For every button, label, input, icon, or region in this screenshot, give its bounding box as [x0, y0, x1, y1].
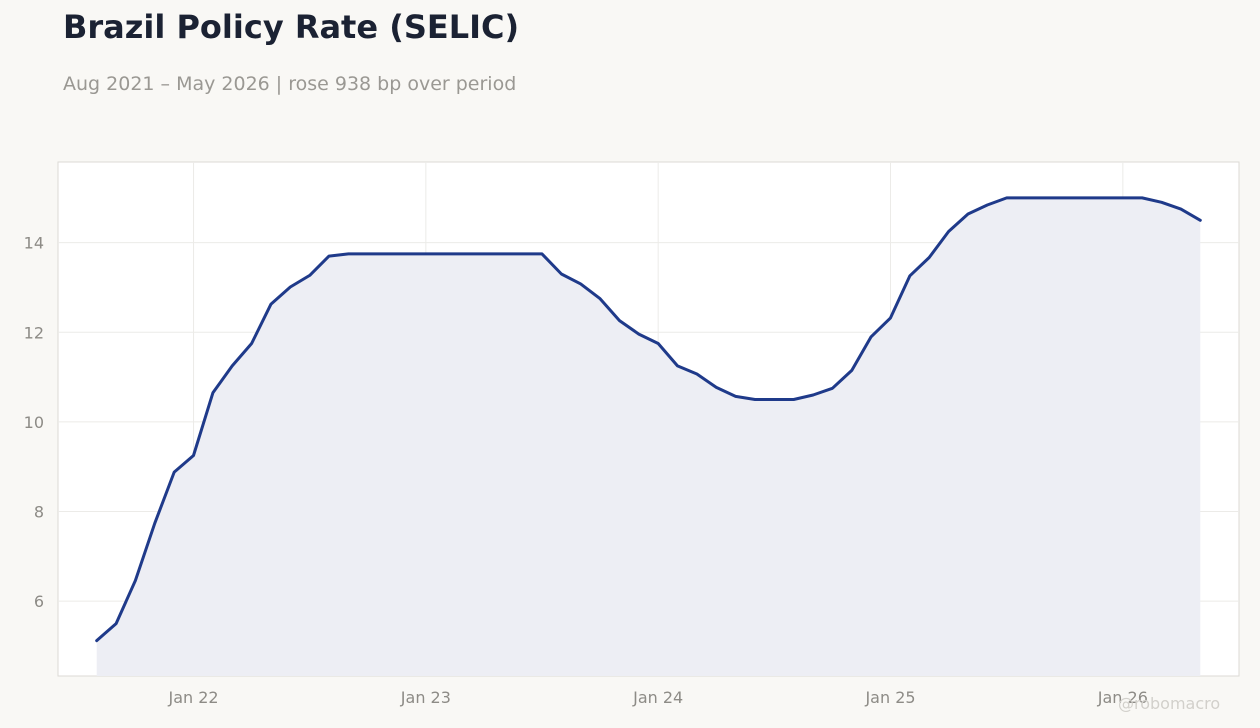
rate-area-fill: [96, 197, 1201, 676]
data-point: [676, 365, 679, 367]
y-axis-labels: 6 8 10 12 14: [24, 234, 44, 612]
data-point: [1064, 197, 1066, 199]
data-point: [1025, 197, 1027, 199]
data-point: [560, 273, 563, 275]
x-tick-label: Jan 22: [167, 688, 218, 707]
data-point: [134, 579, 136, 582]
x-tick-label: Jan 25: [864, 688, 915, 707]
data-point: [1161, 201, 1163, 203]
y-tick-label: 10: [24, 413, 44, 432]
data-point: [638, 333, 640, 335]
data-point: [1102, 197, 1105, 199]
data-point: [444, 253, 446, 255]
data-point: [483, 253, 485, 255]
data-point: [502, 253, 504, 255]
data-point: [754, 398, 756, 401]
data-point: [173, 471, 175, 473]
data-point: [328, 255, 330, 257]
data-point: [405, 253, 408, 255]
data-point: [580, 283, 582, 285]
data-point: [1122, 197, 1124, 199]
data-point: [367, 253, 369, 255]
x-tick-label: Jan 26: [1097, 688, 1148, 707]
data-point: [270, 303, 272, 305]
data-point: [948, 230, 950, 233]
data-point: [309, 274, 311, 276]
data-point: [1044, 197, 1046, 199]
data-point: [812, 394, 814, 396]
x-axis-labels: Jan 22 Jan 23 Jan 24 Jan 25 Jan 26: [167, 688, 1147, 707]
chart-title: Brazil Policy Rate (SELIC): [63, 8, 520, 46]
data-point: [831, 387, 834, 389]
y-tick-label: 8: [34, 503, 44, 522]
data-point: [793, 398, 795, 401]
data-point: [115, 623, 117, 625]
y-tick-label: 6: [34, 592, 44, 611]
data-point: [889, 317, 892, 319]
data-point: [1083, 197, 1085, 199]
data-point: [347, 253, 349, 255]
y-tick-label: 12: [24, 323, 44, 342]
data-point: [1199, 219, 1201, 221]
data-point: [96, 640, 98, 642]
y-tick-label: 14: [24, 234, 44, 253]
data-point: [425, 253, 427, 255]
data-point: [464, 253, 466, 255]
data-point: [522, 253, 524, 255]
data-point: [715, 386, 717, 388]
data-point: [192, 454, 195, 457]
data-point: [1006, 197, 1008, 199]
chart-subtitle: Aug 2021 – May 2026 | rose 938 bp over p…: [63, 73, 517, 95]
data-point: [986, 204, 988, 206]
data-point: [928, 256, 930, 259]
data-point: [773, 398, 775, 401]
data-point: [1180, 208, 1182, 210]
data-point: [696, 373, 698, 375]
x-tick-label: Jan 24: [632, 688, 683, 707]
data-point: [657, 342, 659, 345]
data-point: [154, 522, 156, 524]
rate-line: [95, 196, 1202, 643]
data-point: [212, 392, 214, 394]
watermark: @robomacro: [1118, 694, 1221, 713]
data-point: [386, 253, 388, 255]
data-point: [541, 253, 543, 255]
data-point: [735, 395, 737, 397]
data-point: [251, 342, 253, 345]
data-points: [96, 197, 1201, 642]
data-point: [618, 320, 621, 322]
data-point: [289, 286, 291, 288]
data-point: [851, 369, 853, 371]
data-point: [909, 275, 911, 277]
x-tick-label: Jan 23: [400, 688, 451, 707]
data-point: [599, 298, 601, 300]
data-point: [967, 213, 969, 215]
data-point: [1141, 197, 1143, 199]
data-point: [231, 365, 233, 367]
data-point: [870, 336, 872, 338]
